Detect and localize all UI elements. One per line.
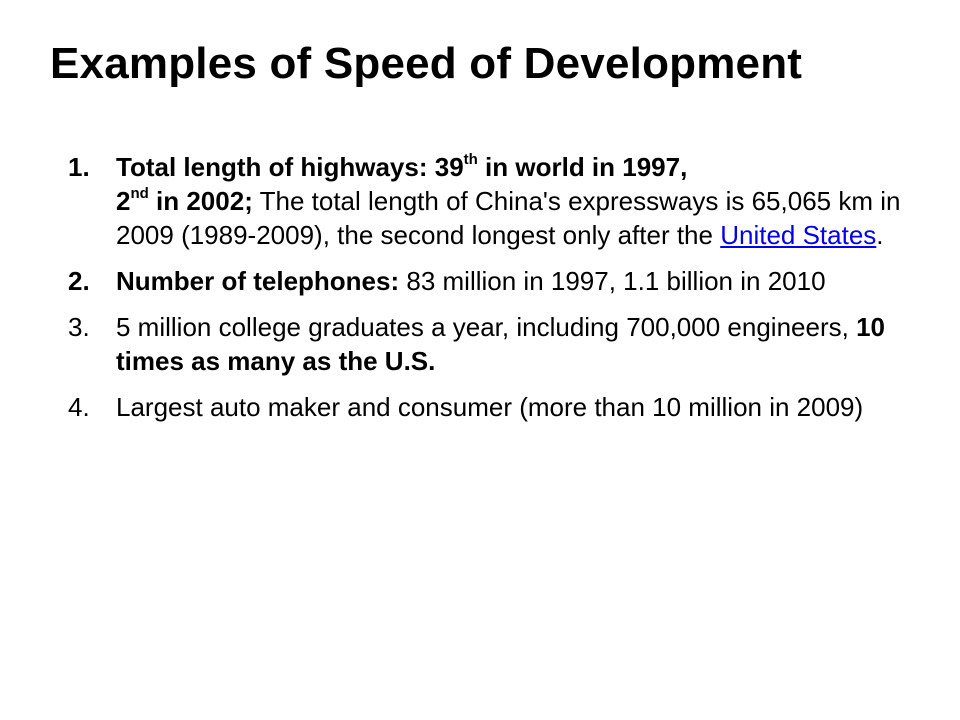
list-item-highways: 1. Total length of highways: 39th in wor…	[68, 150, 918, 252]
highways-description: The total length of China's expressways …	[116, 186, 901, 250]
highways-heading-part1: Total length of highways: 39	[116, 152, 464, 182]
telephones-heading: Number of telephones:	[116, 266, 400, 296]
list-item-graduates: 3. 5 million college graduates a year, i…	[68, 310, 918, 378]
highways-heading-part3: 2	[116, 186, 131, 216]
list-item-auto-maker: 4. Largest auto maker and consumer (more…	[68, 390, 918, 424]
ordinal-suffix-nd: nd	[130, 185, 149, 202]
bullet-list: 1. Total length of highways: 39th in wor…	[68, 150, 918, 436]
highways-description-end: .	[876, 220, 884, 250]
telephones-description: 83 million in 1997, 1.1 billion in 2010	[399, 266, 826, 296]
slide-title: Examples of Speed of Development	[50, 39, 803, 88]
auto-maker-description: Largest auto maker and consumer (more th…	[116, 392, 864, 422]
list-number: 1.	[68, 152, 90, 182]
list-number: 2.	[68, 266, 90, 296]
graduates-description: 5 million college graduates a year, incl…	[116, 312, 857, 342]
list-number: 3.	[68, 312, 90, 342]
ordinal-suffix-th: th	[463, 151, 478, 168]
list-number: 4.	[68, 392, 90, 422]
highways-heading-part4: in 2002;	[148, 186, 253, 216]
graduates-emphasis: 10 times as many as the U.S.	[116, 312, 885, 376]
list-item-telephones: 2. Number of telephones: 83 million in 1…	[68, 264, 918, 298]
highways-heading-part2: in world in 1997,	[477, 152, 688, 182]
united-states-link[interactable]: United States	[720, 220, 877, 250]
